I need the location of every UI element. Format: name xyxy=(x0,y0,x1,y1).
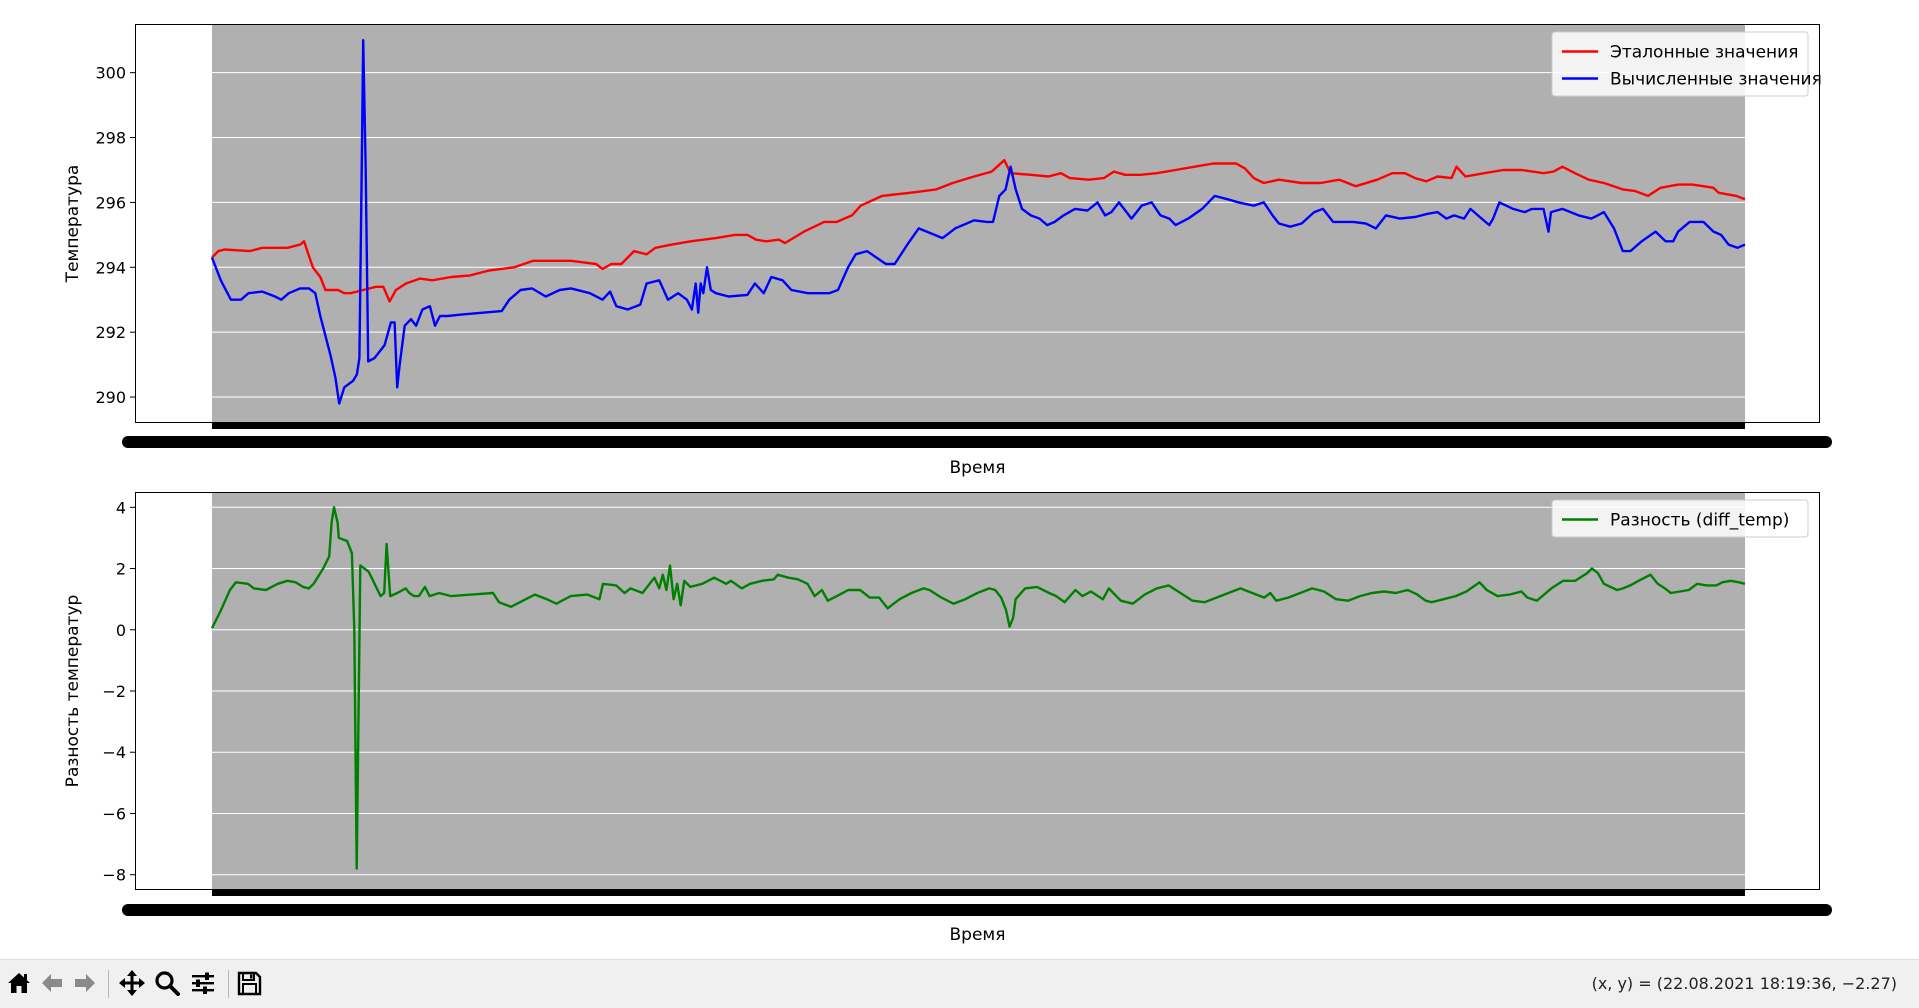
y-tick-label: −4 xyxy=(102,743,126,762)
zoom-button[interactable] xyxy=(152,968,182,998)
cursor-coordinates: (x, y) = (22.08.2021 18:19:36, −2.27) xyxy=(1591,974,1897,993)
y-tick-label: 4 xyxy=(116,498,126,517)
back-arrow-icon xyxy=(42,974,62,992)
y-tick-label: 290 xyxy=(95,388,126,407)
legend: Эталонные значения Вычисленные значения xyxy=(1551,31,1822,97)
figure: 290 292 294 296 298 300 Время Температура Эталон… xyxy=(63,24,1832,945)
axes-frame xyxy=(135,492,1820,890)
legend-label: Эталонные значения xyxy=(1610,43,1798,63)
y-tick-label: 0 xyxy=(116,621,126,640)
navigation-toolbar: (x, y) = (22.08.2021 18:19:36, −2.27) xyxy=(0,959,1919,1008)
series-line-2 xyxy=(210,39,1746,405)
forward-button[interactable] xyxy=(70,968,100,998)
toolbar-separator xyxy=(108,970,109,998)
y-tick-label: −2 xyxy=(102,682,126,701)
zoom-icon xyxy=(155,971,180,996)
home-button[interactable] xyxy=(4,968,34,998)
toolbar-separator xyxy=(228,970,229,998)
y-tick-label: 2 xyxy=(116,560,126,579)
x-ticks xyxy=(212,890,1745,896)
pan-icon xyxy=(119,970,145,996)
legend-box xyxy=(1551,31,1809,97)
x-ticks xyxy=(212,423,1745,429)
x-tick-labels xyxy=(122,436,1832,448)
legend-label: Разность (diff_temp) xyxy=(1610,511,1789,531)
top-axes: 290 292 294 296 298 300 Время Температура Эталон… xyxy=(63,24,1832,478)
y-tick-label: 298 xyxy=(95,129,126,148)
back-button[interactable] xyxy=(37,968,67,998)
save-button[interactable] xyxy=(234,968,264,998)
data-range-band xyxy=(212,24,1745,423)
x-axis-label: Время xyxy=(950,925,1006,945)
home-icon xyxy=(8,973,30,993)
y-tick-label: 294 xyxy=(95,258,126,277)
y-axis-label: Температура xyxy=(63,165,83,284)
y-tick-label: −8 xyxy=(102,866,126,885)
series-line-1 xyxy=(211,159,1746,303)
y-axis-label: Разность температур xyxy=(63,595,83,788)
configure-subplots-icon xyxy=(192,972,214,994)
forward-arrow-icon xyxy=(75,974,95,992)
x-axis-label: Время xyxy=(950,458,1006,478)
save-icon xyxy=(237,971,262,996)
legend-label: Вычисленные значения xyxy=(1610,70,1822,90)
legend-box xyxy=(1551,499,1809,538)
x-tick-labels xyxy=(122,904,1832,916)
y-tick-label: 300 xyxy=(95,64,126,83)
pan-button[interactable] xyxy=(117,968,147,998)
legend: Разность (diff_temp) xyxy=(1551,499,1809,538)
y-tick-label: −6 xyxy=(102,804,126,823)
y-tick-label: 292 xyxy=(95,323,126,342)
bottom-axes: 4 2 0 −2 −4 −6 −8 Время Разность температур Разно… xyxy=(63,492,1832,945)
series-line-1 xyxy=(210,506,1746,870)
y-tick-label: 296 xyxy=(95,193,126,212)
axes-frame xyxy=(135,24,1820,423)
configure-subplots-button[interactable] xyxy=(188,968,218,998)
